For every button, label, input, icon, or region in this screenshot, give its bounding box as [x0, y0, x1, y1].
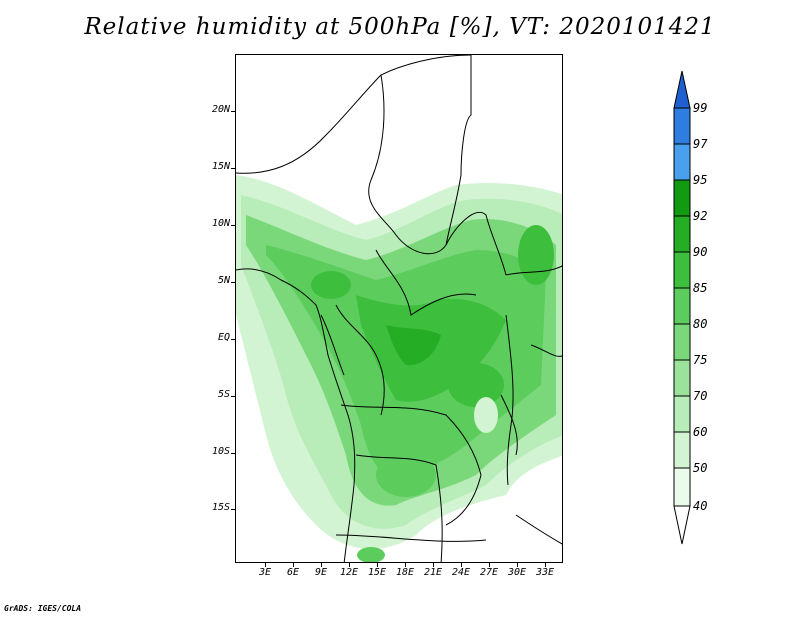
- lat-tick: [231, 111, 235, 112]
- colorbar-bin-90-92: [673, 215, 691, 253]
- boundary-angola-east: [355, 454, 443, 562]
- lon-label-3e: 3E: [258, 567, 272, 578]
- lat-label-15n: 15N: [211, 161, 230, 172]
- colorbar-bin-85-90: [673, 251, 691, 289]
- coastline: [236, 268, 356, 562]
- lat-label-eq: EQ: [217, 332, 230, 343]
- colorbar-bottom-arrow: [673, 505, 691, 545]
- lat-label-5n: 5N: [217, 275, 230, 286]
- boundary-drc-south: [340, 404, 482, 526]
- colorbar-label-80: 80: [693, 317, 708, 331]
- boundary-sudan-car: [505, 265, 562, 276]
- colorbar-label-70: 70: [693, 389, 708, 403]
- lat-tick: [231, 453, 235, 454]
- boundary-congo: [335, 304, 385, 416]
- lon-tick: [321, 563, 322, 567]
- colorbar: [673, 70, 691, 545]
- lat-tick: [231, 168, 235, 169]
- lat-tick: [231, 225, 235, 226]
- humidity-blob-3: [518, 225, 554, 285]
- lon-label-6e: 6E: [286, 567, 300, 578]
- lon-tick: [461, 563, 462, 567]
- colorbar-label-85: 85: [693, 281, 708, 295]
- lat-tick: [231, 509, 235, 510]
- humidity-region-90: [386, 325, 441, 366]
- lon-label-30e: 30E: [507, 567, 527, 578]
- lon-label-15e: 15E: [367, 567, 387, 578]
- humidity-blob-1: [448, 363, 504, 407]
- lat-label-5s: 5S: [217, 389, 230, 400]
- lon-label-24e: 24E: [451, 567, 471, 578]
- humidity-shading: [236, 175, 562, 562]
- lon-tick: [377, 563, 378, 567]
- lon-tick: [349, 563, 350, 567]
- colorbar-label-50: 50: [693, 461, 708, 475]
- colorbar-bin-50-60: [673, 431, 691, 469]
- colorbar-bin-40-50: [673, 467, 691, 507]
- lon-label-21e: 21E: [423, 567, 443, 578]
- colorbar-label-95: 95: [693, 173, 708, 187]
- lon-tick: [545, 563, 546, 567]
- boundary-southeast: [515, 514, 562, 545]
- lat-tick: [231, 339, 235, 340]
- colorbar-label-92: 92: [693, 209, 708, 223]
- lat-label-10n: 10N: [211, 218, 230, 229]
- country-boundaries: [236, 55, 562, 562]
- colorbar-bin-92-95: [673, 179, 691, 217]
- lat-tick: [231, 282, 235, 283]
- lon-label-12e: 12E: [339, 567, 359, 578]
- colorbar-label-97: 97: [693, 137, 708, 151]
- colorbar-bin-95-97: [673, 143, 691, 181]
- colorbar-label-75: 75: [693, 353, 708, 367]
- lon-tick: [517, 563, 518, 567]
- software-credit: GrADS: IGES/COLA: [4, 604, 82, 613]
- humidity-field: [236, 55, 562, 562]
- humidity-blob-5: [311, 271, 351, 299]
- colorbar-bin-80-85: [673, 287, 691, 325]
- colorbar-label-60: 60: [693, 425, 708, 439]
- boundary-lakes: [505, 314, 514, 486]
- humidity-blob-2: [376, 453, 436, 497]
- lon-label-9e: 9E: [314, 567, 328, 578]
- lon-label-27e: 27E: [479, 567, 499, 578]
- boundary-car: [375, 249, 477, 316]
- lon-tick: [489, 563, 490, 567]
- colorbar-bin-70-75: [673, 359, 691, 397]
- colorbar-bin-60-70: [673, 395, 691, 433]
- lon-label-33e: 33E: [535, 567, 555, 578]
- lat-label-10s: 10S: [211, 446, 230, 457]
- lat-label-15s: 15S: [211, 502, 230, 513]
- colorbar-top-arrow: [673, 70, 691, 109]
- boundary-chad-west: [368, 74, 507, 276]
- colorbar-label-99: 99: [693, 101, 708, 115]
- colorbar-label-90: 90: [693, 245, 708, 259]
- lon-tick: [433, 563, 434, 567]
- lon-label-18e: 18E: [395, 567, 415, 578]
- colorbar-bin-97-99: [673, 107, 691, 145]
- boundary-chad-sudan: [445, 55, 472, 246]
- lat-tick: [231, 396, 235, 397]
- lon-tick: [405, 563, 406, 567]
- colorbar-label-40: 40: [693, 499, 708, 513]
- lon-tick: [293, 563, 294, 567]
- map-panel: [235, 54, 563, 563]
- humidity-blob-6: [357, 547, 385, 562]
- boundary-great-lakes: [500, 344, 562, 456]
- boundary-north: [236, 55, 472, 174]
- lon-tick: [265, 563, 266, 567]
- boundary-gabon: [320, 314, 345, 376]
- chart-title: Relative humidity at 500hPa [%], VT: 202…: [84, 14, 716, 40]
- humidity-blob-4: [474, 397, 498, 433]
- colorbar-bin-75-80: [673, 323, 691, 361]
- lat-label-20n: 20N: [211, 104, 230, 115]
- boundary-south: [335, 534, 487, 542]
